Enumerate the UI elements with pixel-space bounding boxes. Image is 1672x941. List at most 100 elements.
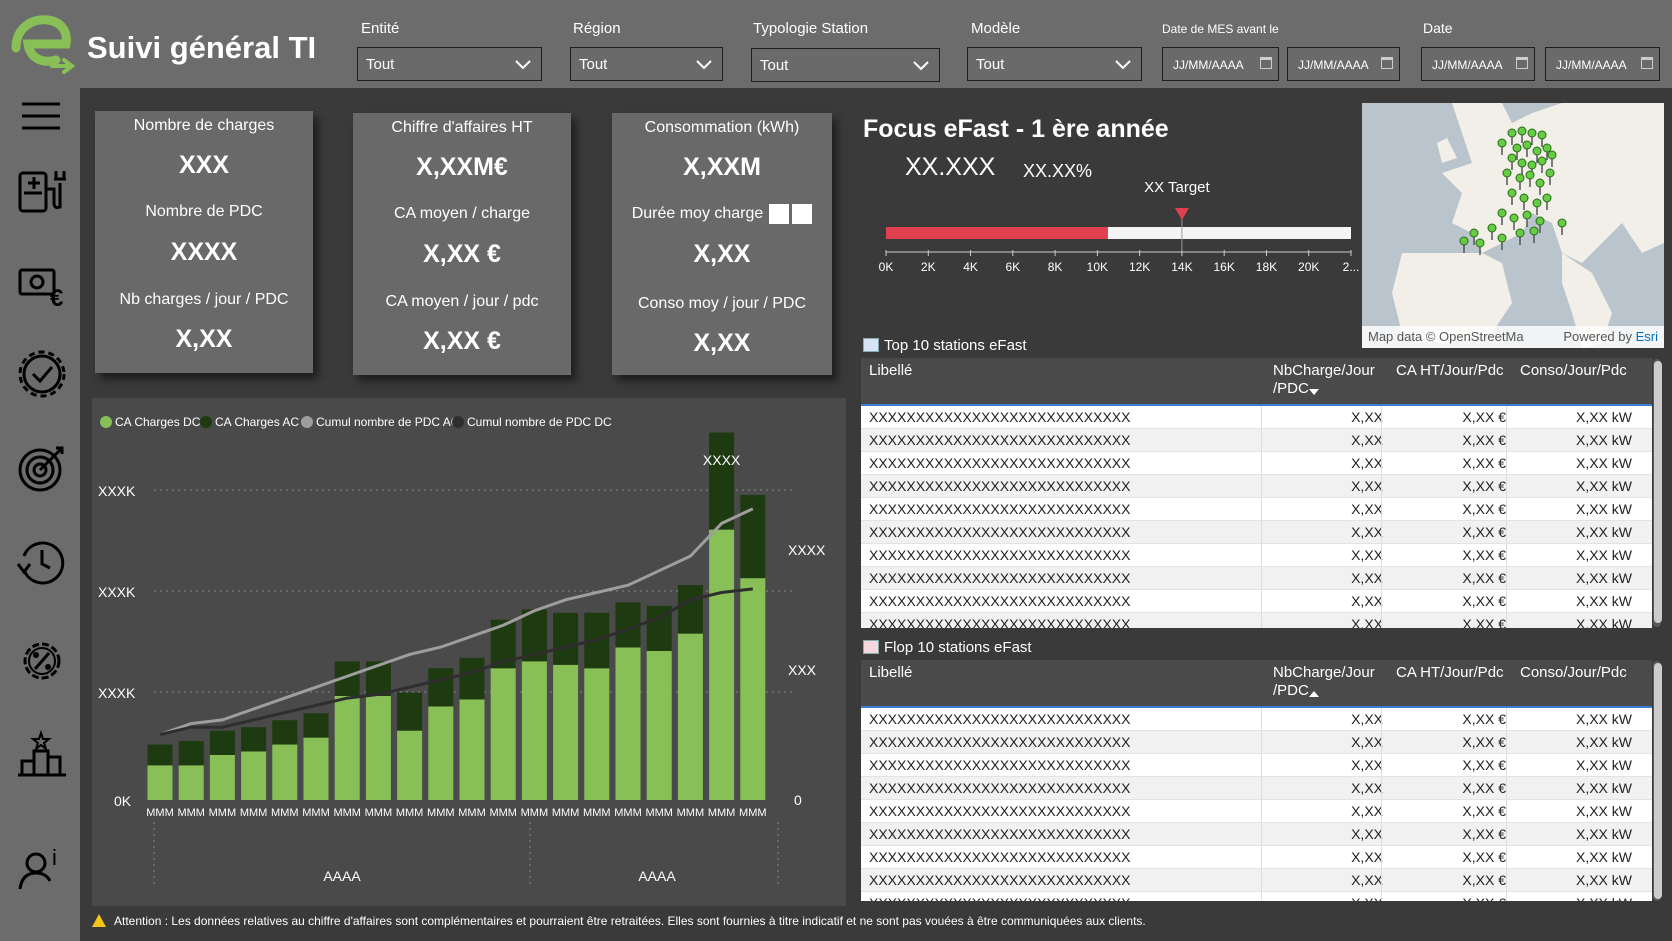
bar-dc[interactable] <box>553 664 579 800</box>
stations-map[interactable]: Map data © OpenStreetMa Powered by Esri <box>1362 103 1664 348</box>
bar-ac[interactable] <box>272 720 298 745</box>
map-pin[interactable] <box>1557 218 1567 228</box>
map-pin[interactable] <box>1535 178 1545 188</box>
bar-dc[interactable] <box>147 765 173 800</box>
map-pin[interactable] <box>1545 168 1555 178</box>
bar-dc[interactable] <box>209 754 235 800</box>
col-header-conso[interactable]: Conso/Jour/Pdc <box>1520 664 1627 681</box>
table-row[interactable]: XXXXXXXXXXXXXXXXXXXXXXXXXXXX X,XX X,XX € X,… <box>861 521 1652 544</box>
bar-ac[interactable] <box>209 730 235 755</box>
map-pin[interactable] <box>1537 130 1547 140</box>
bar-dc[interactable] <box>677 633 703 800</box>
podium-icon[interactable] <box>14 725 70 781</box>
map-pin[interactable] <box>1532 146 1542 156</box>
table-row[interactable]: XXXXXXXXXXXXXXXXXXXXXXXXXXXX X,XX X,XX € X,… <box>861 498 1652 521</box>
bar-dc[interactable] <box>428 706 454 800</box>
revenue-icon[interactable]: € <box>14 258 70 314</box>
table-row[interactable]: XXXXXXXXXXXXXXXXXXXXXXXXXXXX X,XX X,XX € X,… <box>861 731 1652 754</box>
bar-ac[interactable] <box>303 713 329 738</box>
bar-dc[interactable] <box>397 730 423 800</box>
bar-ac[interactable] <box>459 657 485 700</box>
map-pin[interactable] <box>1507 188 1517 198</box>
map-pin[interactable] <box>1497 138 1507 148</box>
legend-label[interactable]: CA Charges AC <box>215 415 299 429</box>
map-pin[interactable] <box>1459 236 1469 246</box>
map-pin[interactable] <box>1502 168 1512 178</box>
col-header-ca[interactable]: CA HT/Jour/Pdc <box>1396 664 1504 681</box>
bar-dc[interactable] <box>272 744 298 800</box>
ev-charger-icon[interactable] <box>14 163 70 219</box>
col-header-nbcharge[interactable]: NbCharge/Jour /PDC <box>1273 362 1383 398</box>
map-pin[interactable] <box>1507 153 1517 163</box>
bar-dc[interactable] <box>490 668 516 800</box>
map-pin[interactable] <box>1542 193 1552 203</box>
table-row[interactable]: XXXXXXXXXXXXXXXXXXXXXXXXXXXX X,XX X,XX € X,… <box>861 544 1652 567</box>
map-pin[interactable] <box>1475 238 1485 248</box>
table-row[interactable]: XXXXXXXXXXXXXXXXXXXXXXXXXXXX X,XX X,XX € X,… <box>861 800 1652 823</box>
table-row[interactable]: XXXXXXXXXXXXXXXXXXXXXXXXXXXX X,XX X,XX € X,… <box>861 708 1652 731</box>
bar-dc[interactable] <box>584 668 610 800</box>
col-header-libelle[interactable]: Libellé <box>869 362 913 379</box>
bar-ac[interactable] <box>178 741 204 766</box>
date-mes-from-input[interactable]: JJ/MM/AAAA <box>1162 47 1279 81</box>
map-pin[interactable] <box>1515 228 1525 238</box>
bar-ac[interactable] <box>553 612 579 665</box>
legend-label[interactable]: Cumul nombre de PDC DC <box>467 415 612 429</box>
bar-dc[interactable] <box>740 578 766 800</box>
col-header-conso[interactable]: Conso/Jour/Pdc <box>1520 362 1627 379</box>
table-row[interactable]: XXXXXXXXXXXXXXXXXXXXXXXXXXXX X,XX X,XX € X,… <box>861 406 1652 429</box>
table-row[interactable]: XXXXXXXXXXXXXXXXXXXXXXXXXXXX X,XX X,XX € X,… <box>861 823 1652 846</box>
map-pin[interactable] <box>1517 158 1527 168</box>
table-row[interactable]: XXXXXXXXXXXXXXXXXXXXXXXXXXXX X,XX X,XX € X,… <box>861 846 1652 869</box>
col-header-libelle[interactable]: Libellé <box>869 664 913 681</box>
flop10-scrollbar[interactable] <box>1654 663 1662 899</box>
bar-dc[interactable] <box>615 647 641 800</box>
map-pin[interactable] <box>1519 193 1529 203</box>
bar-ac[interactable] <box>677 585 703 634</box>
map-pin[interactable] <box>1507 128 1517 138</box>
legend-label[interactable]: CA Charges DC <box>115 415 201 429</box>
table-row[interactable]: XXXXXXXXXXXXXXXXXXXXXXXXXXXX X,XX X,XX € X,… <box>861 567 1652 590</box>
line-pdc-ac[interactable] <box>159 507 754 736</box>
map-pin[interactable] <box>1529 226 1539 236</box>
map-pin[interactable] <box>1547 150 1557 160</box>
map-pin[interactable] <box>1532 198 1542 208</box>
bar-dc[interactable] <box>334 696 360 800</box>
bar-dc[interactable] <box>646 650 672 800</box>
map-pin[interactable] <box>1497 208 1507 218</box>
table-row[interactable]: XXXXXXXXXXXXXXXXXXXXXXXXXXXX X,XX X,XX € X,… <box>861 892 1652 901</box>
map-pin[interactable] <box>1487 223 1497 233</box>
bar-ac[interactable] <box>241 727 267 752</box>
date-to-input[interactable]: JJ/MM/AAAA <box>1545 47 1660 81</box>
bar-dc[interactable] <box>521 661 547 800</box>
map-pin[interactable] <box>1525 170 1535 180</box>
table-row[interactable]: XXXXXXXXXXXXXXXXXXXXXXXXXXXX X,XX X,XX € X,… <box>861 475 1652 498</box>
date-from-input[interactable]: JJ/MM/AAAA <box>1421 47 1535 81</box>
bar-ac[interactable] <box>428 668 454 707</box>
date-mes-to-input[interactable]: JJ/MM/AAAA <box>1287 47 1400 81</box>
table-row[interactable]: XXXXXXXXXXXXXXXXXXXXXXXXXXXX X,XX X,XX € X,… <box>861 429 1652 452</box>
esri-link[interactable]: Esri <box>1635 329 1658 344</box>
map-pin[interactable] <box>1509 213 1519 223</box>
bar-dc[interactable] <box>459 699 485 800</box>
bar-dc[interactable] <box>365 696 391 800</box>
filter-entite-select[interactable]: Tout <box>357 47 542 81</box>
map-pin[interactable] <box>1542 143 1552 153</box>
map-pin[interactable] <box>1512 143 1522 153</box>
menu-icon[interactable] <box>14 90 70 146</box>
filter-typologie-select[interactable]: Tout <box>751 48 940 82</box>
filter-modele-select[interactable]: Tout <box>967 47 1142 81</box>
percent-gear-icon[interactable] <box>14 633 70 689</box>
map-pin[interactable] <box>1497 233 1507 243</box>
map-pin[interactable] <box>1527 160 1537 170</box>
map-pin[interactable] <box>1515 173 1525 183</box>
filter-region-select[interactable]: Tout <box>570 47 723 81</box>
table-row[interactable]: XXXXXXXXXXXXXXXXXXXXXXXXXXXX X,XX X,XX € X,… <box>861 777 1652 800</box>
col-header-nbcharge[interactable]: NbCharge/Jour /PDC <box>1273 664 1383 700</box>
user-info-icon[interactable]: i <box>14 841 70 897</box>
map-pin[interactable] <box>1522 140 1532 150</box>
map-pin[interactable] <box>1517 126 1527 136</box>
bar-dc[interactable] <box>241 751 267 800</box>
map-pin[interactable] <box>1522 210 1532 220</box>
bar-ac[interactable] <box>709 432 735 530</box>
